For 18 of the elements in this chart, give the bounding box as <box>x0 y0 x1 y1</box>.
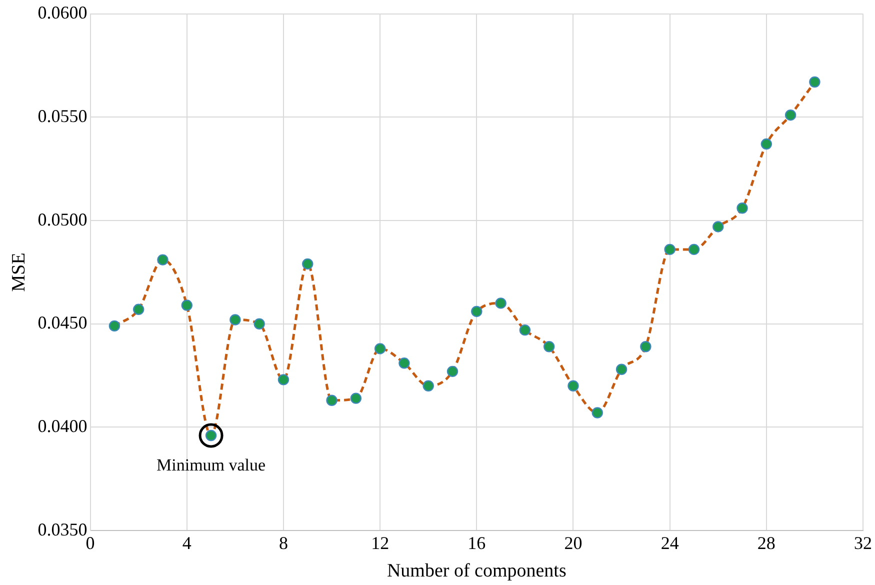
y-tick-label: 0.0400 <box>38 416 88 436</box>
y-tick-label: 0.0550 <box>38 106 88 126</box>
x-tick-label: 32 <box>854 533 872 554</box>
x-tick-label: 24 <box>660 533 679 554</box>
y-tick-label: 0.0500 <box>38 209 88 230</box>
annotation: Minimum value <box>156 455 266 474</box>
x-tick-label: 12 <box>371 533 390 554</box>
y-tick-label: 0.0450 <box>38 312 88 333</box>
y-tick-label: 0.0350 <box>38 519 88 540</box>
x-tick-label: 0 <box>86 533 95 554</box>
x-tick-label: 20 <box>564 533 582 554</box>
x-tick-label: 28 <box>757 533 776 554</box>
x-tick-label: 16 <box>468 533 486 554</box>
x-tick-label: 4 <box>182 533 192 554</box>
y-axis-title: MSE <box>8 252 30 292</box>
y-tick-label: 0.0600 <box>38 2 88 23</box>
x-axis-title: Number of components <box>386 560 566 582</box>
x-tick-label: 8 <box>278 533 288 554</box>
